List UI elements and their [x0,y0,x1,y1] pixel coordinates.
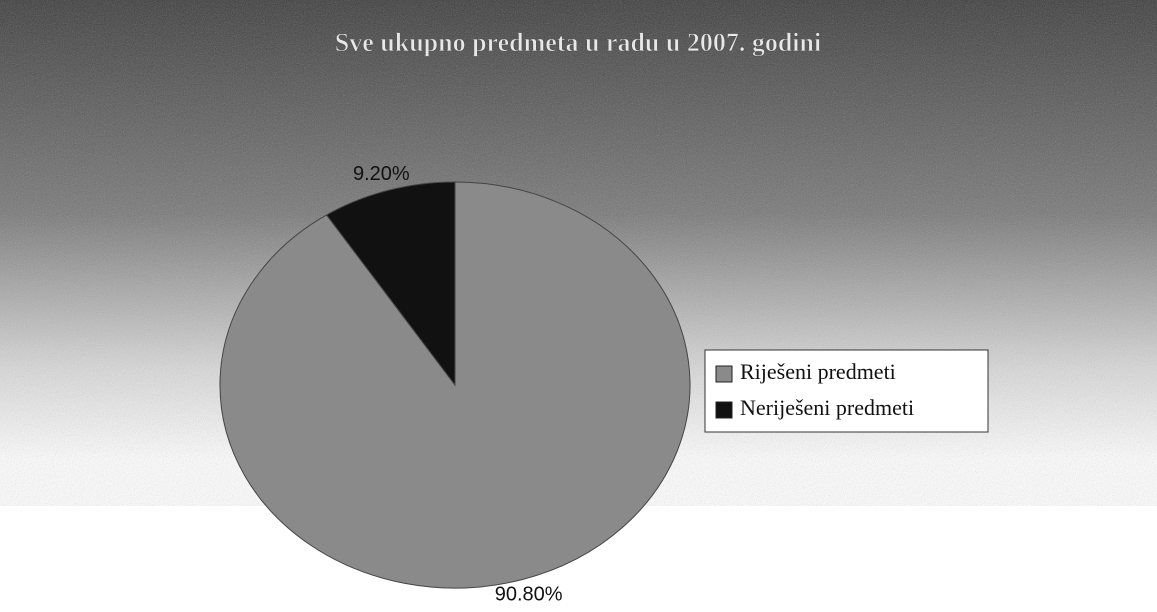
data-label: 90.80% [495,583,563,605]
chart-title: Sve ukupno predmeta u radu u 2007. godin… [335,28,821,57]
legend-label: Riješeni predmeti [740,359,896,384]
legend [704,349,989,433]
data-label: 9.20% [353,163,410,185]
legend-swatch [715,365,733,383]
legend-label: Neriješeni predmeti [740,395,914,420]
legend-swatch [715,401,733,419]
pie-slice [325,181,456,387]
